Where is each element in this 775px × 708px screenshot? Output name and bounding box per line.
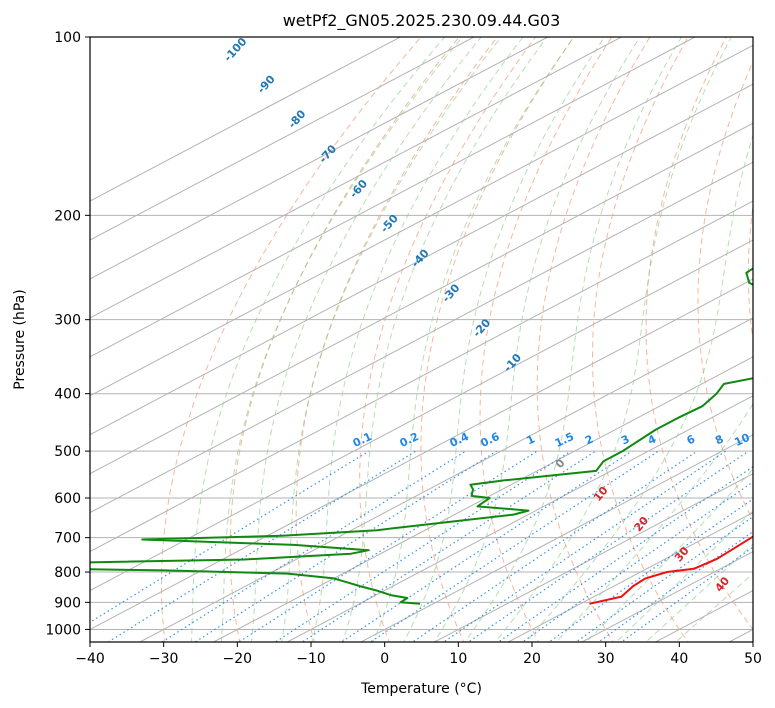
x-tick-label: 0: [380, 651, 389, 667]
isotherm-line: [90, 161, 753, 514]
mixing-ratio-label: 10: [732, 431, 752, 449]
mixing-ratio-line: [442, 450, 727, 642]
profile-series: [90, 267, 753, 605]
mixing-ratio-line: [107, 450, 417, 642]
dewpoint-line: [90, 267, 753, 605]
mixing-ratio-line: [194, 450, 497, 642]
moist-adiabat-line: [615, 509, 753, 642]
isotherm-line: [139, 317, 753, 642]
x-tick-label: −30: [149, 651, 179, 667]
y-tick-label: 300: [54, 313, 81, 329]
y-tick-label: 500: [54, 444, 81, 460]
moist-adiabat-line: [250, 37, 482, 642]
mixing-ratio-line: [411, 450, 698, 642]
mixing-ratio-line: [467, 450, 749, 642]
isotherm-line: [434, 473, 753, 642]
mixing-ratio-line: [160, 450, 467, 642]
dry-adiabat-line: [645, 37, 753, 631]
x-axis: −40 −30 −20 −10 0 10 20 30 40 50: [75, 642, 762, 667]
isotherm-line: [90, 44, 753, 397]
y-tick-label: 100: [54, 30, 81, 46]
isotherm-line: [90, 37, 401, 202]
mixing-ratio-line: [274, 450, 572, 642]
dry-adiabat-line: [697, 60, 753, 522]
dry-adiabat-line: [161, 37, 422, 642]
x-tick-label: 50: [744, 651, 762, 667]
moist-adiabat-line: [220, 37, 463, 642]
mixing-ratio-label: 13: [760, 431, 775, 449]
mixing-ratio-line: [597, 530, 753, 642]
x-tick-label: −20: [223, 651, 253, 667]
isotherm-grid: [90, 37, 753, 642]
y-tick-label: 600: [54, 491, 81, 507]
isotherm-line: [90, 37, 622, 319]
isotherm-line: [360, 434, 753, 642]
isotherm-line: [90, 200, 753, 553]
y-tick-label: 700: [54, 531, 81, 547]
x-tick-label: 20: [523, 651, 541, 667]
y-axis-label: Pressure (hPa): [12, 289, 28, 389]
x-tick-label: 40: [670, 651, 688, 667]
isobar-grid: [90, 37, 753, 630]
x-axis-label: Temperature (°C): [360, 681, 482, 697]
mixing-ratio-line: [90, 450, 370, 623]
moist-adiabat-line: [190, 37, 445, 642]
mixing-ratio-line: [237, 450, 538, 642]
dry-adiabat-line: [536, 37, 651, 642]
x-tick-label: 30: [597, 651, 615, 667]
isotherm-line: [90, 122, 753, 475]
isotherm-line: [508, 512, 753, 642]
moist-adiabat-line: [341, 37, 548, 642]
y-tick-label: 900: [54, 595, 81, 611]
mixing-ratio-line: [497, 465, 753, 642]
temperature-line: [589, 535, 753, 605]
isotherm-line: [90, 278, 753, 631]
isotherm-line: [287, 395, 753, 642]
y-tick-label: 200: [54, 208, 81, 224]
isotherm-line: [90, 37, 475, 241]
dry-adiabat-line: [592, 37, 689, 642]
dry-adiabat-line: [295, 37, 498, 642]
x-tick-label: −10: [296, 651, 326, 667]
y-tick-label: 800: [54, 565, 81, 581]
isotherm-line: [90, 83, 753, 436]
x-tick-label: −40: [75, 651, 105, 667]
y-axis: 100 200 300 400 500 600 700 800 900 1000: [45, 30, 90, 638]
isotherm-line: [90, 37, 548, 280]
isotherm-line: [90, 37, 696, 358]
moist-adiabat-line: [675, 572, 753, 642]
moist-adiabat-line: [645, 543, 753, 642]
y-tick-label: 400: [54, 387, 81, 403]
dry-adiabat-line: [479, 37, 613, 642]
mixing-ratio-line: [620, 546, 753, 642]
plot-frame: [89, 36, 754, 643]
moist-adiabat-line: [311, 37, 524, 642]
dry-adiabat-line: [359, 37, 537, 642]
mixing-ratio-line: [301, 450, 597, 642]
y-tick-label: 1000: [45, 622, 81, 638]
x-tick-label: 10: [449, 651, 467, 667]
chart-title: wetPf2_GN05.2025.230.09.44.G03: [283, 11, 561, 31]
mixing-ratio-lines: [90, 450, 753, 642]
moist-adiabat-line: [494, 37, 732, 642]
isotherm-line: [213, 356, 753, 642]
